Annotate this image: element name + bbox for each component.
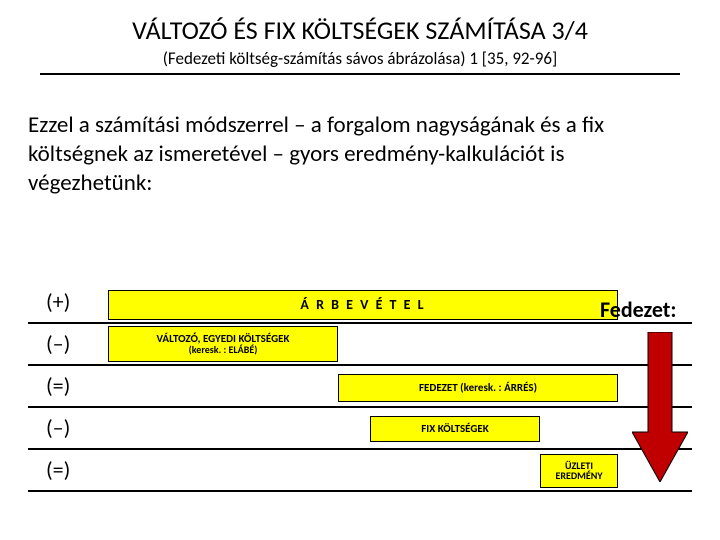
cost-bar: VÁLTOZÓ, EGYEDI KÖLTSÉGEK(keresk. : ELÁB… bbox=[108, 326, 338, 362]
cost-bar: FIX KÖLTSÉGEK bbox=[370, 416, 540, 442]
row-operator: (–) bbox=[46, 330, 70, 357]
page-subtitle: (Fedezeti költség-számítás sávos ábrázol… bbox=[0, 48, 720, 69]
row-operator: (=) bbox=[46, 372, 70, 399]
diagram-row: (–) FIX KÖLTSÉGEK bbox=[28, 408, 692, 450]
fedezet-label: Fedezet: bbox=[600, 296, 676, 323]
cost-bar: ÜZLETIEREDMÉNY bbox=[540, 454, 618, 488]
cost-bar: FEDEZET (keresk. : ÁRRÉS) bbox=[338, 374, 618, 402]
diagram-row: (=) ÜZLETIEREDMÉNY bbox=[28, 450, 692, 492]
page-title: VÁLTOZÓ ÉS FIX KÖLTSÉGEK SZÁMÍTÁSA 3/4 bbox=[0, 14, 720, 46]
bar-label-line2: EREDMÉNY bbox=[555, 471, 602, 482]
bar-label-line1: FEDEZET (keresk. : ÁRRÉS) bbox=[419, 382, 537, 394]
diagram-row: (+) Á R B E V É T E L bbox=[28, 282, 692, 324]
down-arrow-icon bbox=[632, 332, 688, 482]
bar-label-line1: Á R B E V É T E L bbox=[300, 298, 425, 313]
diagram-row: (–) VÁLTOZÓ, EGYEDI KÖLTSÉGEK(keresk. : E… bbox=[28, 324, 692, 366]
cost-bar: Á R B E V É T E L bbox=[108, 290, 618, 320]
row-operator: (–) bbox=[46, 414, 70, 441]
bar-label-line1: FIX KÖLTSÉGEK bbox=[421, 423, 489, 435]
title-block: VÁLTOZÓ ÉS FIX KÖLTSÉGEK SZÁMÍTÁSA 3/4 (… bbox=[0, 0, 720, 69]
row-operator: (=) bbox=[46, 456, 70, 483]
bar-label-line2: (keresk. : ELÁBÉ) bbox=[189, 345, 258, 356]
diagram-row: (=) FEDEZET (keresk. : ÁRRÉS) bbox=[28, 366, 692, 408]
description-text: Ezzel a számítási módszerrel – a forgalo… bbox=[0, 75, 720, 197]
row-operator: (+) bbox=[46, 288, 70, 315]
cost-band-diagram: (+) Á R B E V É T E L (–) VÁLTOZÓ, EGYEDI K… bbox=[28, 282, 692, 492]
